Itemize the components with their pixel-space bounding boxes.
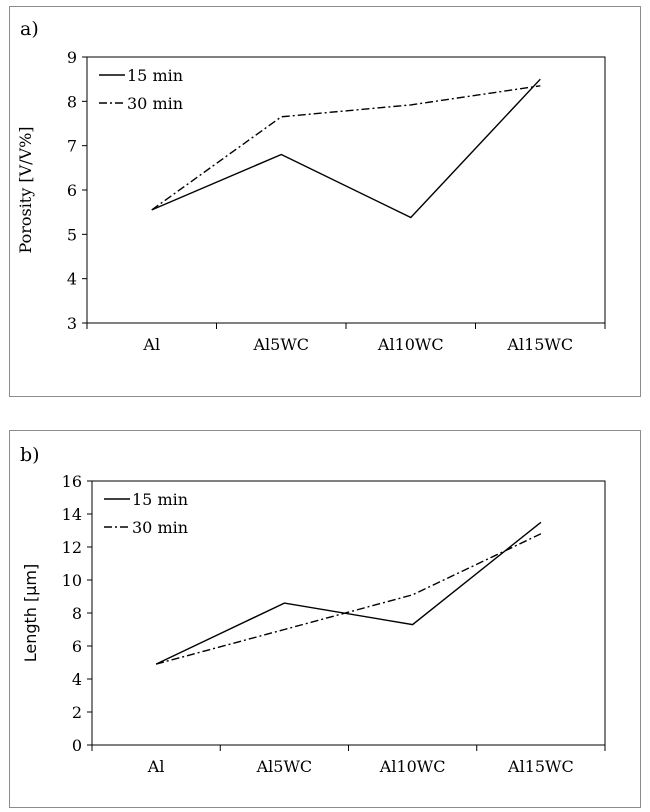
y-axis-label: Length [μm] bbox=[21, 564, 40, 663]
y-tick-label: 0 bbox=[72, 736, 82, 755]
y-tick-label: 6 bbox=[72, 637, 82, 656]
x-tick-label: Al bbox=[142, 335, 160, 354]
y-tick-label: 16 bbox=[62, 472, 82, 491]
x-tick-label: Al bbox=[147, 757, 165, 776]
y-tick-label: 4 bbox=[72, 670, 82, 689]
x-tick-label: Al15WC bbox=[506, 335, 573, 354]
x-tick-label: Al10WC bbox=[379, 757, 446, 776]
series-line-30-min bbox=[155, 533, 542, 665]
y-tick-label: 3 bbox=[67, 314, 77, 333]
chart-panel-a: a) 3 4 5 6 7 8 9 Al Al5WC Al10WC Al15WC Porosity [V/… bbox=[9, 6, 641, 397]
y-tick-label: 6 bbox=[67, 181, 77, 200]
chart-b: b) 0 2 4 6 8 10 12 14 16 Al Al5WC Al10WC Al15WC Length… bbox=[20, 444, 606, 776]
series-line-15-min bbox=[155, 521, 542, 665]
y-tick-label: 14 bbox=[62, 505, 82, 524]
legend-label: 15 min bbox=[127, 66, 183, 85]
legend-label: 15 min bbox=[132, 490, 188, 509]
x-tick-label: Al5WC bbox=[256, 757, 313, 776]
series-line-30-min bbox=[151, 85, 541, 211]
y-axis-label: Porosity [V/V%] bbox=[16, 126, 35, 253]
x-tick-label: Al15WC bbox=[507, 757, 574, 776]
x-tick-label: Al10WC bbox=[377, 335, 444, 354]
y-tick-label: 8 bbox=[67, 92, 77, 111]
series-line-15-min bbox=[151, 78, 541, 219]
y-tick-label: 10 bbox=[62, 571, 82, 590]
y-tick-label: 7 bbox=[67, 137, 77, 156]
y-tick-label: 2 bbox=[72, 703, 82, 722]
chart-panel-b: b) 0 2 4 6 8 10 12 14 16 Al Al5WC Al10WC Al15WC Length… bbox=[9, 430, 641, 808]
panel-label: a) bbox=[20, 18, 39, 40]
y-tick-label: 12 bbox=[62, 538, 82, 557]
y-tick-label: 9 bbox=[67, 48, 77, 67]
legend-label: 30 min bbox=[127, 94, 183, 113]
y-tick-label: 4 bbox=[67, 270, 77, 289]
chart-a: a) 3 4 5 6 7 8 9 Al Al5WC Al10WC Al15WC Porosity [V/… bbox=[16, 18, 606, 354]
y-tick-label: 8 bbox=[72, 604, 82, 623]
y-tick-label: 5 bbox=[67, 225, 77, 244]
x-tick-label: Al5WC bbox=[252, 335, 309, 354]
panel-label: b) bbox=[20, 444, 40, 466]
legend-label: 30 min bbox=[132, 518, 188, 537]
